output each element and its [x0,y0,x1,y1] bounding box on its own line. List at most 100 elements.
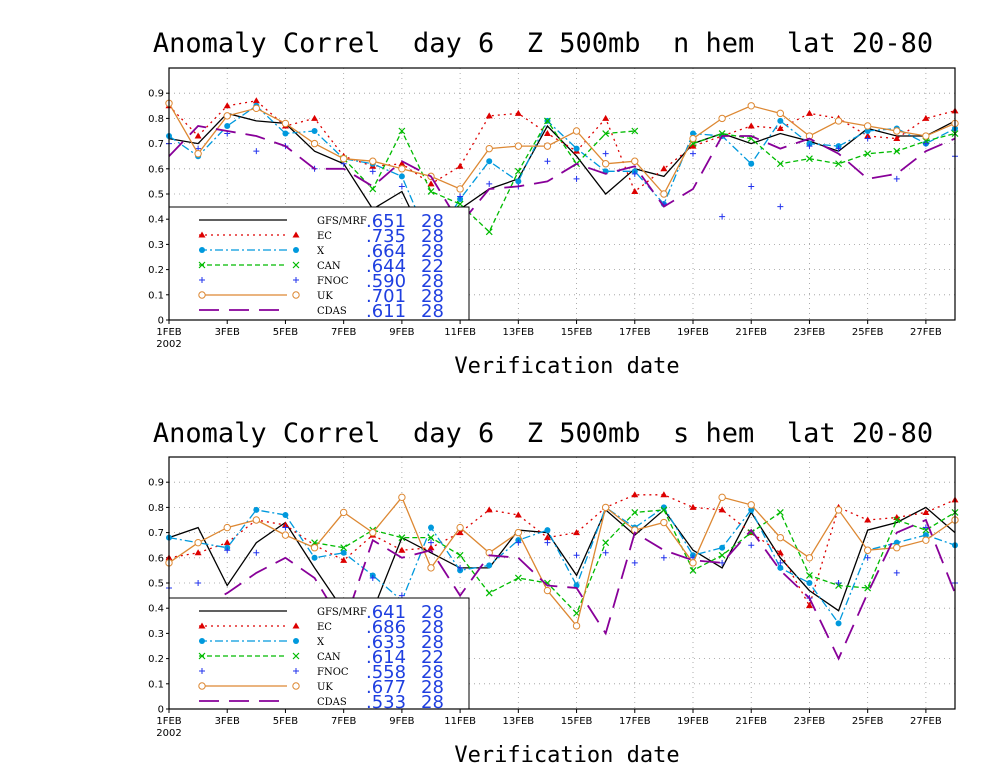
point-1-4-14 [573,552,580,559]
y-tick-label-0-4: 0.4 [148,215,164,226]
legend-count-1-4: 28 [421,662,444,683]
point-0-2-8 [398,173,405,180]
legend-score-0-1: .735 [366,226,406,247]
legend-box-1 [168,597,470,710]
point-1-2-19 [719,544,726,551]
legend-marker-b-1-3 [292,652,300,660]
y-tick-label-0-7: 0.7 [148,139,164,150]
point-0-5-20 [747,102,755,110]
legend-name-0-6: CDAS [317,306,347,317]
point-1-1-8 [398,546,406,553]
point-1-4-15 [602,549,609,556]
series-line-1-1 [168,494,956,608]
legend-score-0-4: .590 [366,271,406,292]
legend-count-1-2: 28 [421,632,444,653]
point-0-5-6 [339,155,348,163]
point-0-1-11 [485,112,493,119]
plot-frame-1 [168,456,956,710]
point-0-4-26 [922,140,929,147]
series-0-uk [165,99,959,198]
point-1-4-23 [835,580,842,586]
legend-entry-0-5: UK .701 28 [198,286,444,307]
x-tick-label-1-0: 1FEB [156,716,181,727]
point-0-4-14 [573,175,580,182]
y-tick-label-0-0: 0 [158,316,164,327]
point-0-5-2 [223,112,231,120]
point-1-5-15 [601,503,610,512]
legend-score-1-2: .633 [366,632,406,653]
point-1-2-5 [311,554,318,561]
point-1-1-19 [718,506,726,513]
y-tick-label-1-4: 0.4 [148,604,164,615]
point-0-2-4 [282,130,289,137]
point-1-4-7 [369,574,376,581]
legend-count-0-5: 28 [421,286,444,307]
point-0-5-24 [863,122,872,130]
point-1-5-20 [747,501,755,509]
point-0-3-25 [893,147,901,155]
series-1-uk [165,493,959,630]
legend-count-0-1: 28 [421,226,444,247]
point-1-1-22 [805,602,813,609]
legend-marker-a-0-2 [199,247,205,253]
point-1-2-26 [922,532,929,539]
point-1-3-21 [776,509,784,516]
point-1-5-7 [369,528,377,537]
point-1-3-24 [864,584,872,592]
legend-marker-a-1-3 [198,652,206,660]
point-0-5-5 [310,139,319,148]
point-1-5-26 [922,536,930,544]
panel-s-hem: Anomaly Correl day 6 Z 500mb s hem lat 2… [148,418,959,768]
point-1-2-21 [777,564,784,571]
point-0-1-1 [194,132,202,139]
legend-entry-0-2: X .664 28 [199,241,444,262]
x-tick-year-0: 2002 [156,339,181,350]
point-0-3-22 [806,155,813,163]
x-tick-label-0-2: 5FEB [273,327,298,338]
point-0-4-22 [806,143,813,150]
x-tick-label-0-3: 7FEB [331,327,356,338]
point-1-5-8 [398,493,406,502]
y-tick-label-1-1: 0.1 [148,679,164,690]
point-1-4-20 [748,542,755,549]
point-1-3-17 [660,506,668,514]
point-0-4-25 [893,175,900,182]
legend-count-0-2: 28 [421,241,444,262]
legend-score-0-3: .644 [366,256,406,277]
legend-score-1-4: .558 [366,662,406,683]
point-1-4-9 [428,539,434,546]
x-tick-label-1-7: 15FEB [561,716,593,727]
point-1-2-4 [282,511,289,518]
y-tick-label-0-3: 0.3 [148,240,164,251]
point-0-2-5 [311,128,318,134]
point-1-2-13 [544,527,551,534]
point-1-4-25 [893,569,900,576]
legend-score-1-0: .641 [366,602,406,623]
legend-name-1-1: EC [317,622,332,633]
legend-count-0-0: 28 [421,211,444,232]
point-1-5-3 [252,516,261,524]
point-1-5-9 [427,564,435,572]
point-0-4-10 [457,193,464,200]
point-0-4-23 [835,145,842,152]
x-tick-label-0-12: 25FEB [852,327,884,338]
x-tick-label-0-5: 11FEB [444,327,476,338]
legend-score-0-2: .664 [366,241,406,262]
point-1-1-14 [573,529,581,536]
point-1-1-11 [485,506,493,513]
y-tick-label-1-3: 0.3 [148,629,164,640]
y-tick-label-1-0: 0 [158,705,164,716]
point-0-4-15 [602,150,609,157]
x-tick-label-1-11: 23FEB [794,716,826,727]
x-tick-label-1-1: 3FEB [215,716,240,727]
point-0-1-2 [223,102,231,109]
legend-entry-1-5: UK .677 28 [198,677,444,698]
point-1-1-24 [864,516,872,523]
point-0-5-7 [369,157,377,165]
point-1-3-12 [514,574,522,582]
point-1-5-10 [456,523,464,532]
point-0-5-17 [660,190,668,198]
point-1-1-1 [194,549,202,556]
legend-name-1-4: FNOC [317,667,349,678]
point-0-4-16 [631,170,638,177]
